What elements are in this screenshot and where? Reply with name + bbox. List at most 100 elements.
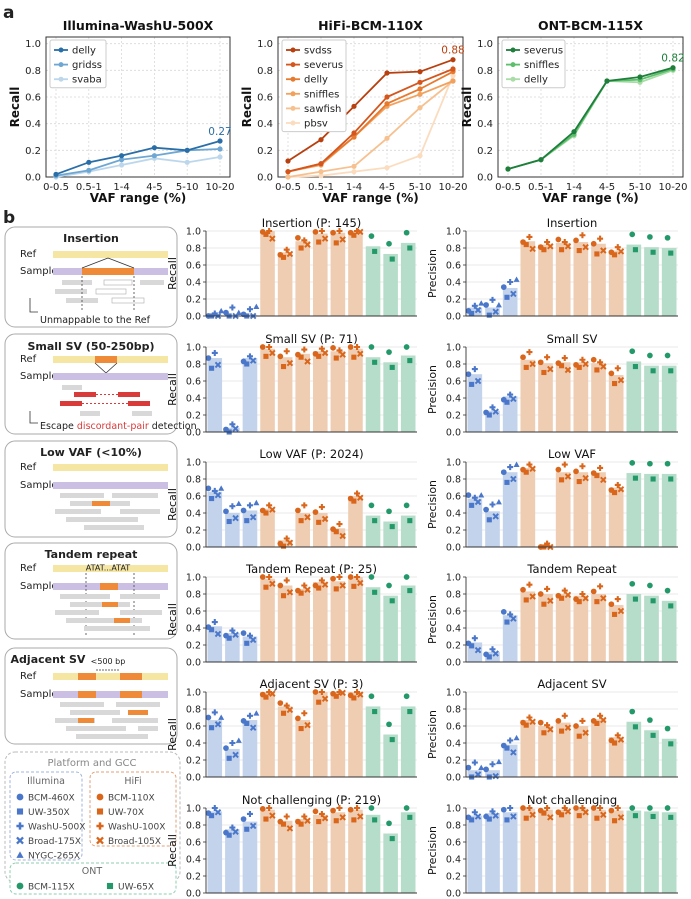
subplot-title: Adjacent SV (P: 3) (260, 677, 364, 691)
bar-charts: Insertion (P: 145) 0.0 0.2 0.4 0.6 0.8 1.0 Reca… (166, 216, 678, 899)
point-marker (564, 366, 572, 374)
point-marker (526, 805, 533, 811)
point-marker (523, 815, 529, 821)
point-marker (600, 363, 607, 370)
point-marker (318, 689, 325, 695)
point-marker (336, 347, 343, 354)
point-marker (520, 354, 526, 361)
bar-severus (313, 692, 328, 777)
distance-label: <500 bp (91, 657, 126, 666)
point-marker (259, 344, 266, 350)
ref-label: Ref (20, 249, 37, 260)
point-marker (614, 244, 621, 251)
point-marker (668, 814, 674, 820)
point-marker (280, 593, 287, 599)
point-marker (544, 239, 551, 246)
point-marker (283, 577, 290, 584)
bar-delly (365, 814, 381, 893)
legend-label: UW-350X (28, 808, 70, 818)
point-marker (664, 725, 671, 732)
bar-sniffles (383, 833, 398, 893)
point-marker (597, 712, 604, 719)
y-tick-label: 0.2 (186, 756, 201, 767)
legend-marker (510, 47, 516, 53)
bar-severus (313, 351, 328, 432)
y-axis-label: Recall (8, 87, 22, 128)
legend-label: severus (304, 60, 343, 71)
bar-delly (260, 508, 275, 547)
x-tick-label: 1-4 (566, 182, 582, 193)
point-marker (504, 399, 510, 405)
point-marker (664, 805, 671, 811)
y-axis-label: Recall (166, 834, 179, 867)
point-marker (573, 805, 579, 811)
point-marker (573, 468, 579, 475)
point-marker (351, 232, 357, 238)
y-axis-label: Precision (426, 365, 439, 414)
point-marker (507, 611, 514, 618)
bar-severus (400, 515, 416, 547)
point-marker (600, 595, 607, 602)
point-marker (298, 245, 304, 251)
schematic-note: Escape discordant-pair detection (40, 421, 197, 432)
point-marker (226, 635, 232, 641)
point-marker (507, 391, 514, 398)
data-point (384, 135, 390, 141)
schematic-title: Low VAF (<10%) (40, 446, 142, 459)
point-marker (389, 256, 395, 262)
point-marker (357, 813, 364, 820)
y-axis-label: Recall (166, 718, 179, 751)
point-marker (541, 247, 547, 253)
legend-marker-circle (16, 793, 24, 801)
point-marker (244, 640, 250, 646)
point-marker (240, 630, 247, 636)
point-marker (495, 498, 502, 505)
point-marker (590, 240, 597, 247)
point-marker (372, 709, 378, 715)
y-tick-label: 1.0 (446, 688, 461, 699)
y-tick-label: 0.4 (186, 278, 201, 289)
point-marker (483, 302, 489, 308)
schematics: Insertion Ref Sample Unmappable to the R… (4, 226, 197, 745)
schematic-title: Adjacent SV (11, 653, 86, 666)
y-tick-label: 1.0 (25, 39, 41, 50)
data-point (217, 146, 223, 152)
point-marker (232, 514, 239, 522)
series-line-pbsv (287, 75, 454, 178)
data-point (417, 105, 423, 111)
bar-delly (260, 578, 275, 662)
point-marker (240, 816, 247, 822)
point-marker (617, 814, 625, 821)
point-marker (246, 306, 253, 313)
point-marker (614, 481, 621, 488)
bar-chart-precision-1: Small SV 0.0 0.2 0.4 0.6 0.8 1.0 Precision (426, 332, 678, 439)
x-tick-label: 0-0.5 (275, 182, 301, 193)
legend-label: gridss (72, 60, 102, 71)
x-tick-label: 0.5-1 (528, 182, 554, 193)
point-marker (218, 714, 225, 720)
insertion-segment (82, 268, 134, 275)
bar-chart-precision-5: Not challenging 0.0 0.2 0.4 0.6 0.8 1.0 Precisi… (426, 793, 678, 899)
point-marker (298, 821, 304, 827)
x-axis-label: VAF range (%) (322, 191, 419, 205)
bar-sniffles (555, 722, 571, 777)
y-tick-label: 0.2 (186, 526, 201, 537)
legend-label: sniffles (304, 89, 339, 100)
point-marker (232, 425, 239, 432)
sample-label: Sample (20, 371, 58, 382)
bar-delly (520, 720, 536, 777)
bar-sniffles (555, 362, 571, 432)
point-marker (469, 381, 475, 387)
point-marker (347, 574, 354, 580)
bar-svdss (348, 496, 363, 547)
point-marker (249, 724, 257, 731)
point-marker (316, 519, 322, 525)
point-marker (579, 805, 586, 811)
point-marker (617, 607, 625, 615)
point-marker (229, 503, 236, 510)
point-marker (389, 524, 395, 530)
data-point (318, 173, 324, 179)
y-tick-label: 0.0 (446, 658, 461, 669)
point-marker (266, 502, 273, 509)
bar-pbsv (277, 820, 293, 893)
